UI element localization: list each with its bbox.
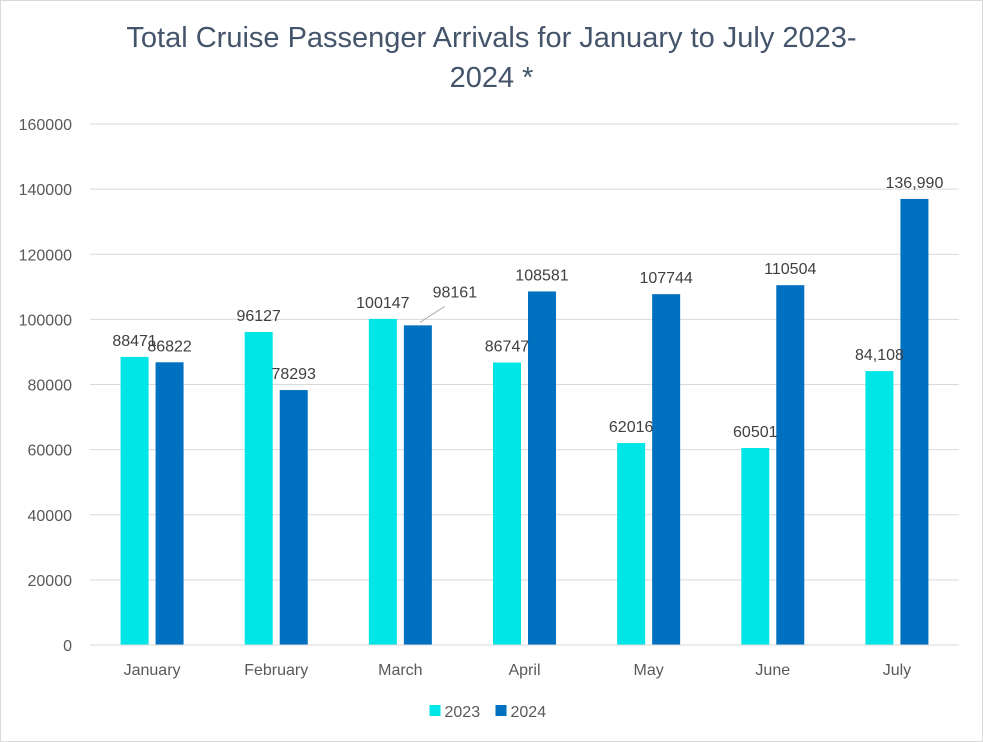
chart-title-line-1: Total Cruise Passenger Arrivals for Janu… <box>126 22 857 54</box>
chart-title: Total Cruise Passenger Arrivals for Janu… <box>0 18 983 98</box>
x-tick-label: February <box>244 662 308 679</box>
data-label-2024-june: 110504 <box>764 261 816 278</box>
bar-2023-july <box>865 371 894 645</box>
data-label-2024-march: 98161 <box>433 284 478 301</box>
gridlines <box>90 123 959 646</box>
chart-title-line-2: 2024 * <box>449 62 534 94</box>
x-tick-label: March <box>378 662 422 679</box>
y-axis: 0 20000 40000 60000 80000 100000 120000 140000 1… <box>19 117 72 655</box>
data-label-2023-july: 84,108 <box>855 347 904 364</box>
y-tick-label: 100000 <box>19 312 72 329</box>
x-axis: January February March April May June July <box>90 644 959 679</box>
bar-2024-june <box>776 285 805 645</box>
legend-swatch-2024 <box>495 705 507 716</box>
data-label-2023-february: 96127 <box>236 308 281 325</box>
y-tick-label: 60000 <box>28 443 73 460</box>
x-tick-label: January <box>124 662 181 679</box>
y-tick-label: 120000 <box>19 247 72 264</box>
y-tick-label: 80000 <box>28 378 73 395</box>
bar-2024-july <box>900 198 929 645</box>
bar-2024-march <box>403 325 432 645</box>
data-label-2023-april: 86747 <box>485 339 530 356</box>
bar-2023-may <box>617 443 646 645</box>
data-label-2023-may: 62016 <box>609 419 654 436</box>
data-label-2023-january: 88471 <box>112 333 157 350</box>
x-tick-label: July <box>883 662 911 679</box>
data-label-2024-january: 86822 <box>147 338 192 355</box>
legend-label-2024: 2024 <box>511 704 547 721</box>
y-tick-label: 0 <box>63 638 72 655</box>
y-tick-label: 40000 <box>28 508 73 525</box>
legend-label-2023: 2023 <box>445 704 481 721</box>
bar-2024-january <box>155 362 184 645</box>
bar-2024-february <box>279 390 308 645</box>
bar-2023-february <box>244 331 273 645</box>
bar-2023-june <box>741 447 770 645</box>
bar-2024-may <box>652 294 681 645</box>
y-tick-label: 140000 <box>19 182 72 199</box>
data-label-2023-march: 100147 <box>356 295 409 312</box>
data-label-2024-july: 136,990 <box>886 175 944 192</box>
data-label-2023-june: 60501 <box>733 424 778 441</box>
x-tick-label: June <box>755 662 790 679</box>
legend: 2023 2024 <box>429 704 547 721</box>
y-tick-label: 20000 <box>28 573 73 590</box>
bar-2024-april <box>528 291 556 645</box>
y-tick-label: 160000 <box>19 117 72 134</box>
bar-2023-march <box>368 318 397 645</box>
x-tick-label: April <box>508 662 540 679</box>
data-label-2024-april: 108581 <box>515 267 568 284</box>
bar-2023-april <box>493 362 521 645</box>
x-tick-label: May <box>634 662 664 679</box>
legend-swatch-2023 <box>429 705 441 716</box>
data-label-2024-may: 107744 <box>639 270 692 287</box>
label-leader-line <box>419 305 446 323</box>
bar-2023-january <box>120 356 149 645</box>
data-label-2024-february: 78293 <box>271 366 316 383</box>
